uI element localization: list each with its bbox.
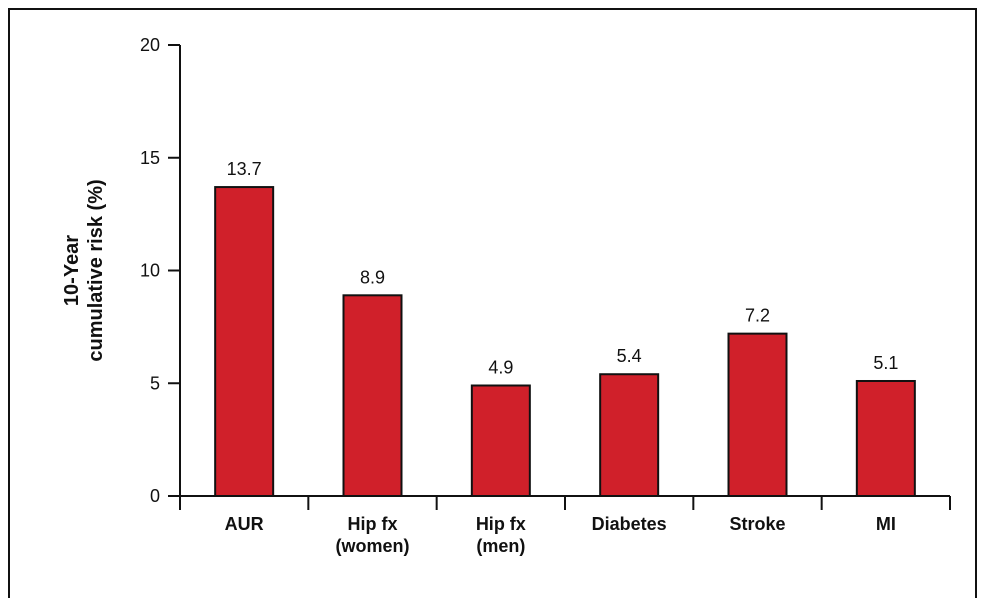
- y-tick-label: 0: [150, 486, 160, 506]
- x-tick-label: AUR: [225, 514, 264, 534]
- bar: [470, 384, 531, 498]
- y-tick-label: 10: [140, 261, 160, 281]
- data-label: 4.9: [488, 358, 513, 378]
- x-tick-label: Hip fx: [347, 514, 397, 534]
- y-tick-label: 5: [150, 373, 160, 393]
- y-axis-title-line: 10-Year: [61, 235, 83, 306]
- x-tick-label: MI: [876, 514, 896, 534]
- bar: [727, 332, 788, 498]
- data-label: 8.9: [360, 267, 385, 287]
- x-tick-label: Hip fx: [476, 514, 526, 534]
- data-label: 7.2: [745, 306, 770, 326]
- data-label: 5.4: [617, 346, 642, 366]
- bar: [855, 379, 916, 497]
- data-label: 13.7: [227, 159, 262, 179]
- x-tick-label: Stroke: [729, 514, 785, 534]
- y-axis-title: 10-Year cumulative risk (%): [61, 179, 107, 361]
- x-tick-label: (women): [336, 536, 410, 556]
- x-tick-label: Diabetes: [592, 514, 667, 534]
- y-tick-label: 20: [140, 35, 160, 55]
- bar: [214, 186, 275, 497]
- bar: [599, 373, 660, 498]
- axes: 0 5 10 15 20: [140, 35, 951, 510]
- y-axis-title-line: cumulative risk (%): [85, 179, 107, 361]
- bars: [214, 186, 916, 498]
- y-tick-label: 15: [140, 148, 160, 168]
- bar: [342, 294, 403, 497]
- chart-frame: [8, 8, 977, 598]
- data-label: 5.1: [873, 353, 898, 373]
- x-tick-label: (men): [476, 536, 525, 556]
